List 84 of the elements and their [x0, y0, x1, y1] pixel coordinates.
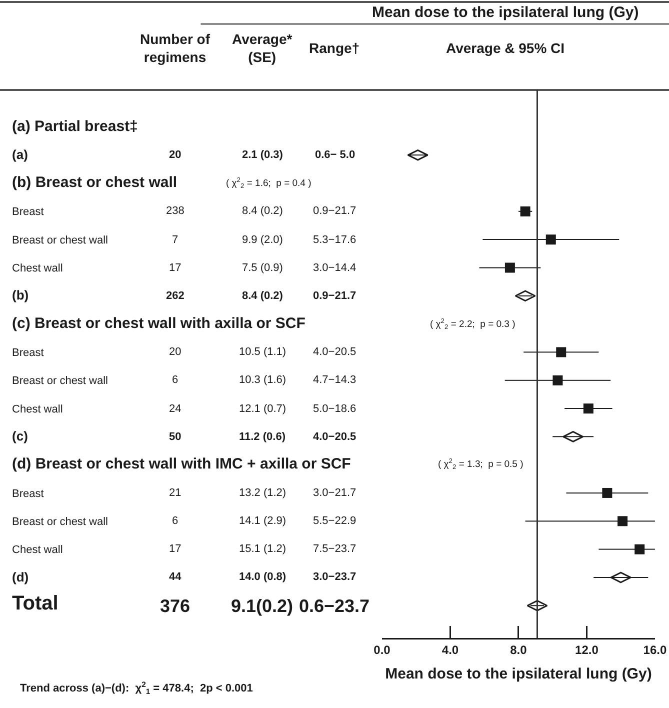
text: 50	[169, 431, 182, 443]
y-tick-label: Breast or chest wall	[12, 234, 108, 246]
text: 14.0 (0.8)	[239, 571, 286, 583]
x-tick-label: 8.0	[510, 642, 528, 657]
text: 9.9 (2.0)	[242, 234, 283, 246]
point	[552, 375, 563, 386]
text: 3.0−23.7	[313, 571, 356, 583]
y-tick-label: Breast or chest wall	[12, 375, 108, 388]
text: 0.6− 5.0	[315, 149, 356, 161]
point	[618, 516, 628, 526]
text: 8.4 (0.2)	[242, 290, 284, 302]
point	[556, 347, 566, 358]
y-tick-label: Chest wall	[12, 262, 63, 275]
y-tick-label: (a) Partial breast‡	[12, 118, 138, 135]
text: Mean dose to the ipsilateral lung (Gy)	[372, 4, 639, 21]
annotation: ( χ$^{2}$$_{2}$ = 2.2; p = 0.3 )	[430, 318, 516, 331]
point	[520, 206, 530, 216]
point	[634, 544, 645, 554]
text: 21	[169, 487, 182, 499]
text: Number of regimens	[140, 31, 210, 66]
y-tick-label: Breast	[12, 206, 44, 218]
y-tick-label: Total	[12, 592, 58, 614]
text: Trend across (a)−(d): χ$^{2}$$_{1}$ = 478.4; 2p < 0.001	[20, 680, 253, 696]
text: 5.3−17.6	[313, 234, 356, 246]
text: 238	[166, 205, 184, 217]
text: ( χ$^{2}$$_{2}$ = 1.6; p = 0.4 )	[226, 177, 312, 190]
text: 20	[169, 346, 182, 358]
text: 17	[169, 262, 182, 274]
y-tick-label: (d) Breast or chest wall with IMC + axilla or SCF	[12, 456, 351, 473]
text: 262	[166, 290, 184, 302]
point	[602, 488, 612, 498]
text: 13.2 (1.2)	[239, 487, 286, 499]
text: Average & 95% CI	[446, 40, 565, 56]
point	[583, 404, 594, 414]
text: 44	[169, 571, 182, 583]
text: 0.6−23.7	[299, 596, 370, 616]
text: 20	[169, 149, 182, 161]
text: 5.5−22.9	[313, 515, 356, 527]
y-tick-label: Breast	[12, 347, 44, 360]
y-tick-label: (c) Breast or chest wall with axilla or SCF	[12, 314, 306, 332]
point	[546, 234, 556, 245]
text: 17	[169, 543, 182, 555]
text: 6	[172, 515, 178, 527]
y-tick-label: (b)	[12, 288, 29, 303]
text: 24	[169, 403, 182, 415]
text: 4.0−20.5	[313, 346, 356, 358]
text: 10.3 (1.6)	[239, 374, 286, 386]
text: 2.1 (0.3)	[242, 149, 284, 161]
text: 9.1(0.2)	[231, 596, 294, 616]
text: 10.5 (1.1)	[239, 346, 286, 358]
text: 12.1 (0.7)	[239, 403, 286, 415]
y-tick-label: Chest wall	[12, 403, 63, 416]
x-tick-label: 16.0	[643, 642, 667, 657]
y-tick-label: Breast	[12, 488, 44, 500]
text: 8.4 (0.2)	[242, 205, 283, 217]
text: 3.0−21.7	[313, 487, 356, 499]
text: 14.1 (2.9)	[239, 515, 286, 527]
text: 11.2 (0.6)	[239, 431, 286, 443]
y-tick-label: (d)	[12, 569, 29, 584]
y-tick-label: (c)	[12, 428, 28, 444]
x-tick-label: 12.0	[575, 642, 599, 657]
y-tick-label: (b) Breast or chest wall	[12, 174, 178, 192]
annotation: ( χ$^{2}$$_{2}$ = 1.3; p = 0.5 )	[438, 458, 524, 471]
text: 7.5−23.7	[313, 543, 356, 555]
text: 15.1 (1.2)	[239, 543, 286, 555]
text: 7	[172, 234, 178, 246]
y-tick-label: (a)	[12, 146, 28, 162]
text: 4.0−20.5	[313, 431, 356, 443]
text: 5.0−18.6	[313, 403, 356, 415]
text: Average* (SE)	[232, 31, 293, 66]
text: 7.5 (0.9)	[242, 262, 283, 274]
x-tick-label: 4.0	[442, 642, 459, 657]
text: 3.0−14.4	[313, 262, 356, 274]
text: 376	[160, 596, 190, 616]
text: 6	[172, 374, 178, 386]
y-tick-label: Breast or chest wall	[12, 516, 108, 528]
point	[504, 262, 515, 273]
x-axis-title: Mean dose to the ipsilateral lung (Gy)	[385, 666, 652, 683]
x-tick-label: 0.0	[374, 642, 391, 657]
text: 0.9−21.7	[313, 205, 356, 217]
text: 0.9−21.7	[313, 290, 356, 302]
text: Range†	[309, 40, 360, 56]
text: 4.7−14.3	[313, 374, 356, 386]
y-tick-label: Chest wall	[12, 544, 63, 556]
